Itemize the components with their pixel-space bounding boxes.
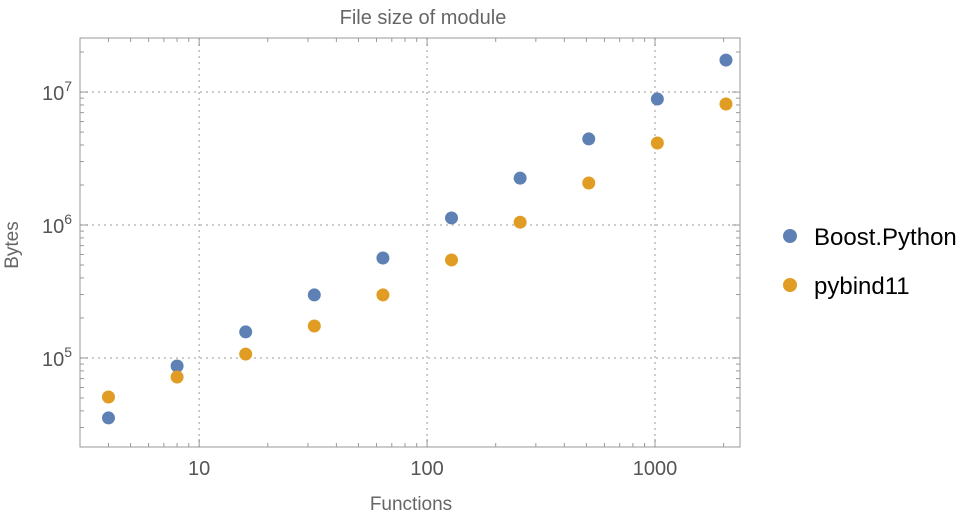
data-point-pybind11 xyxy=(239,347,253,361)
data-point-pybind11 xyxy=(101,390,115,404)
data-point-boost-python xyxy=(239,325,253,339)
data-point-boost-python xyxy=(307,288,321,302)
grid xyxy=(80,38,740,447)
x-tick-label: 1000 xyxy=(633,458,678,480)
data-point-pybind11 xyxy=(376,288,390,302)
data-point-boost-python xyxy=(101,411,115,425)
data-point-pybind11 xyxy=(513,215,527,229)
x-tick-label: 100 xyxy=(410,458,443,480)
y-tick-label: 105 xyxy=(42,344,72,371)
data-point-boost-python xyxy=(445,211,459,225)
data-point-pybind11 xyxy=(170,370,184,384)
data-point-pybind11 xyxy=(582,176,596,190)
data-point-boost-python xyxy=(170,359,184,373)
data-point-boost-python xyxy=(582,132,596,146)
legend-label: pybind11 xyxy=(814,273,910,300)
x-tick-label: 10 xyxy=(188,458,210,480)
axis-ticks: 10 100 1000 105 106 107 xyxy=(42,38,740,480)
legend-marker xyxy=(783,229,797,243)
data-point-pybind11 xyxy=(719,97,733,111)
legend-marker xyxy=(783,278,797,292)
data-point-pybind11 xyxy=(445,253,459,267)
x-axis-label: Functions xyxy=(370,494,452,513)
data-points xyxy=(101,53,733,425)
y-tick-label: 107 xyxy=(42,78,72,105)
data-point-pybind11 xyxy=(307,319,321,333)
plot-frame xyxy=(79,37,741,448)
data-point-boost-python xyxy=(513,171,527,185)
legend: Boost.Python pybind11 xyxy=(783,224,957,300)
data-point-boost-python xyxy=(650,92,664,106)
data-point-boost-python xyxy=(376,251,390,265)
data-point-boost-python xyxy=(719,53,733,67)
legend-label: Boost.Python xyxy=(814,224,957,251)
y-tick-label: 106 xyxy=(42,211,72,238)
chart-title: File size of module xyxy=(340,7,507,29)
y-axis-label: Bytes xyxy=(2,221,23,269)
data-point-pybind11 xyxy=(650,136,664,150)
